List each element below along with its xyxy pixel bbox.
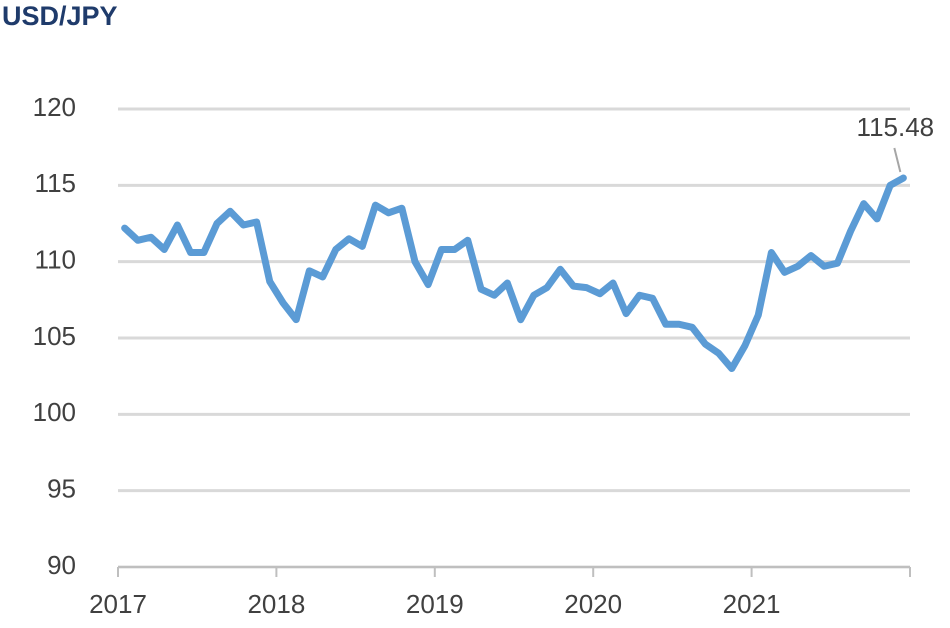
y-tick-label: 110 xyxy=(35,245,76,275)
data-label: 115.48 xyxy=(857,112,935,142)
series-line xyxy=(121,174,907,373)
y-tick-label: 95 xyxy=(47,474,76,504)
label-leader xyxy=(893,147,902,173)
x-tick-label: 2019 xyxy=(406,589,464,619)
chart-title: USD/JPY xyxy=(2,1,118,31)
y-tick-label: 100 xyxy=(33,397,76,427)
x-tick-label: 2021 xyxy=(723,589,781,619)
x-tick-label: 2018 xyxy=(247,589,305,619)
y-tick-label: 90 xyxy=(47,550,76,580)
y-tick-label: 120 xyxy=(33,92,76,122)
x-tick-label: 2020 xyxy=(564,589,622,619)
y-tick-label: 105 xyxy=(33,321,76,351)
x-tick-label: 2017 xyxy=(89,589,147,619)
y-tick-label: 115 xyxy=(35,168,76,198)
